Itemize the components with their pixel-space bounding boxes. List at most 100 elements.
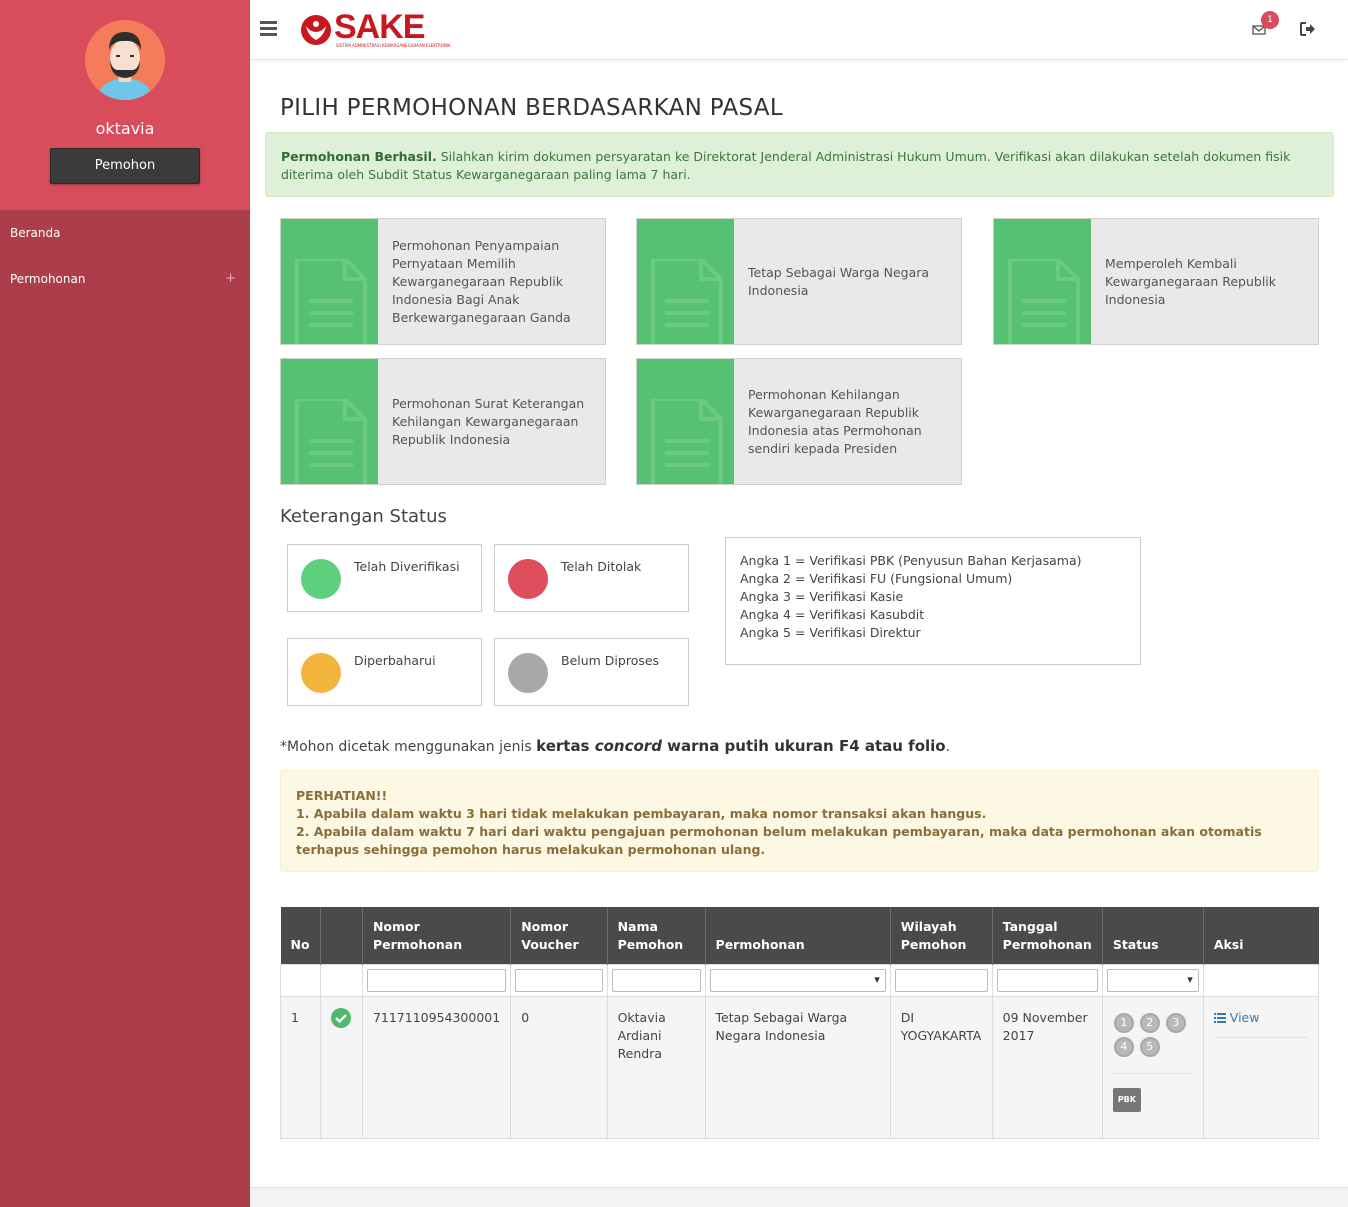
col-header-aksi: Aksi xyxy=(1203,907,1319,964)
cell-aksi: View xyxy=(1202,995,1320,1139)
status-dot-red xyxy=(508,559,548,599)
garuda-emblem-icon xyxy=(301,15,331,45)
legend-line: Angka 3 = Verifikasi Kasie xyxy=(740,589,904,604)
status-section-title: Keterangan Status xyxy=(280,506,447,527)
legend-line: Angka 4 = Verifikasi Kasubdit xyxy=(740,607,925,622)
filter-status-select[interactable] xyxy=(1106,968,1199,992)
user-avatar-icon xyxy=(85,20,165,100)
cell-nomor-voucher: 0 xyxy=(510,995,608,1139)
card-kehilangan-kewarganegaraan[interactable]: Permohonan Kehilangan Kewarganegaraan Re… xyxy=(636,358,962,485)
stage-badge: PBK xyxy=(1112,1087,1141,1112)
logo: SAKE SISTEM ADMINISTRASI KEWARGANEGARAAN… xyxy=(300,8,452,50)
filter-wilayah-input[interactable] xyxy=(894,968,988,992)
filter-nama-pemohon-input[interactable] xyxy=(611,968,701,992)
footer xyxy=(250,1187,1348,1207)
legend-line: Angka 5 = Verifikasi Direktur xyxy=(740,625,921,640)
plus-icon: + xyxy=(225,271,236,286)
col-header-wilayah-pemohon[interactable]: Wilayah Pemohon xyxy=(890,907,993,964)
sidebar-item-beranda[interactable]: Beranda xyxy=(0,218,250,248)
sidebar-item-label: Permohonan xyxy=(10,272,86,286)
col-header-nomor-voucher[interactable]: Nomor Voucher xyxy=(510,907,608,964)
step-badge-3: 3 xyxy=(1165,1012,1186,1033)
warning-alert: PERHATIAN!! 1. Apabila dalam waktu 3 har… xyxy=(280,770,1319,872)
document-icon xyxy=(994,219,1091,344)
legend-line: Angka 2 = Verifikasi FU (Fungsional Umum… xyxy=(740,571,1013,586)
col-header-no[interactable]: No xyxy=(280,907,321,964)
step-badge-2: 2 xyxy=(1139,1012,1160,1033)
sidebar-item-label: Beranda xyxy=(10,226,61,240)
cell-permohonan: Tetap Sebagai Warga Negara Indonesia xyxy=(704,995,891,1139)
status-updated: Diperbaharui xyxy=(287,638,482,706)
list-icon xyxy=(1213,1012,1226,1023)
step-badge-1: 1 xyxy=(1113,1012,1134,1033)
status-label: Diperbaharui xyxy=(354,653,436,668)
step-badge-5: 5 xyxy=(1139,1036,1160,1057)
profile-panel: oktavia Pemohon xyxy=(0,0,250,210)
view-link-label: View xyxy=(1229,1009,1260,1025)
document-icon xyxy=(637,219,734,344)
success-alert-text: Silahkan kirim dokumen persyaratan ke Di… xyxy=(281,149,1291,182)
card-label: Permohonan Kehilangan Kewarganegaraan Re… xyxy=(748,386,922,456)
status-dot-yellow xyxy=(301,653,341,693)
status-label: Belum Diproses xyxy=(561,653,660,668)
col-header-nomor-permohonan[interactable]: Nomor Permohonan xyxy=(362,907,512,964)
status-dot-green xyxy=(301,559,341,599)
warning-line-2: 2. Apabila dalam waktu 7 hari dari waktu… xyxy=(296,824,1262,857)
menu-toggle-icon[interactable] xyxy=(260,21,277,36)
card-pernyataan-memilih[interactable]: Permohonan Penyampaian Pernyataan Memili… xyxy=(280,218,606,345)
cell-wilayah: DI YOGYAKARTA xyxy=(889,995,993,1139)
page-title: PILIH PERMOHONAN BERDASARKAN PASAL xyxy=(280,95,783,121)
view-link[interactable]: View xyxy=(1213,1009,1260,1025)
col-header-nama-pemohon[interactable]: Nama Pemohon xyxy=(607,907,706,964)
success-alert-strong: Permohonan Berhasil. xyxy=(281,149,437,164)
print-note: *Mohon dicetak menggunakan jenis kertas … xyxy=(280,737,951,755)
cell-tanggal: 09 November 2017 xyxy=(991,995,1103,1139)
avatar xyxy=(85,20,165,100)
document-icon xyxy=(281,359,378,484)
topbar: SAKE SISTEM ADMINISTRASI KEWARGANEGARAAN… xyxy=(250,0,1348,60)
cell-status: 1 2 3 4 5 PBK xyxy=(1101,995,1204,1139)
sidebar: oktavia Pemohon Beranda Permohonan + xyxy=(0,0,250,1207)
status-verified: Telah Diverifikasi xyxy=(287,544,482,612)
col-header-tanggal-permohonan[interactable]: Tanggal Permohonan xyxy=(992,907,1103,964)
step-badge-4: 4 xyxy=(1113,1036,1134,1057)
filter-row xyxy=(280,963,1320,997)
col-header-permohonan[interactable]: Permohonan xyxy=(705,907,891,964)
username: oktavia xyxy=(95,119,155,138)
cell-nomor-permohonan: 7117110954300001 xyxy=(361,995,512,1139)
status-label: Telah Ditolak xyxy=(561,559,642,574)
step-legend: Angka 1 = Verifikasi PBK (Penyusun Bahan… xyxy=(725,537,1141,665)
notification-badge: 1 xyxy=(1261,11,1279,29)
cell-no: 1 xyxy=(280,995,321,1139)
status-rejected: Telah Ditolak xyxy=(494,544,689,612)
cell-nama-pemohon: Oktavia Ardiani Rendra xyxy=(606,995,706,1139)
filter-tanggal-input[interactable] xyxy=(996,968,1098,992)
warning-line-1: 1. Apabila dalam waktu 3 hari tidak mela… xyxy=(296,806,987,821)
col-header-status[interactable]: Status xyxy=(1102,907,1204,964)
col-header-indicator xyxy=(320,907,363,964)
status-pending: Belum Diproses xyxy=(494,638,689,706)
document-icon xyxy=(281,219,378,344)
sidebar-item-permohonan[interactable]: Permohonan + xyxy=(0,264,250,294)
envelope-icon[interactable] xyxy=(1252,23,1266,37)
warning-title: PERHATIAN!! xyxy=(296,788,388,803)
filter-nomor-permohonan-input[interactable] xyxy=(366,968,507,992)
logout-icon[interactable] xyxy=(1299,21,1317,37)
table-row: 1 7117110954300001 0 Oktavia Ardiani Ren… xyxy=(280,995,1320,1139)
status-dot-gray xyxy=(508,653,548,693)
check-circle-icon xyxy=(330,1007,351,1028)
table-header-row: No Nomor Permohonan Nomor Voucher Nama P… xyxy=(280,907,1319,964)
card-memperoleh-kembali[interactable]: Memperoleh Kembali Kewarganegaraan Repub… xyxy=(993,218,1319,345)
status-label: Telah Diverifikasi xyxy=(354,559,460,574)
card-label: Tetap Sebagai Warga Negara Indonesia xyxy=(748,264,930,298)
permohonan-table: No Nomor Permohonan Nomor Voucher Nama P… xyxy=(280,907,1320,1139)
card-label: Permohonan Penyampaian Pernyataan Memili… xyxy=(392,237,571,325)
filter-permohonan-select[interactable] xyxy=(709,968,886,992)
role-button[interactable]: Pemohon xyxy=(50,148,200,184)
legend-line: Angka 1 = Verifikasi PBK (Penyusun Bahan… xyxy=(740,553,1082,568)
filter-nomor-voucher-input[interactable] xyxy=(515,968,603,992)
card-label: Permohonan Surat Keterangan Kehilangan K… xyxy=(392,395,585,447)
logo-text: SAKE xyxy=(334,8,425,46)
card-surat-keterangan[interactable]: Permohonan Surat Keterangan Kehilangan K… xyxy=(280,358,606,485)
card-tetap-wni[interactable]: Tetap Sebagai Warga Negara Indonesia xyxy=(636,218,962,345)
